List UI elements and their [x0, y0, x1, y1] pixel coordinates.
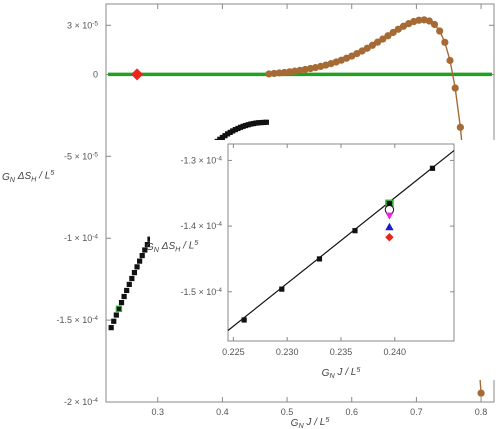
y-tick-label: -1 × 10-4 [64, 233, 98, 243]
critical-point-diamond [131, 68, 144, 81]
y-axis-label: GN ΔSH / L5 [2, 168, 55, 184]
x-tick-label: 0.5 [281, 407, 294, 417]
brown-series-point [477, 389, 485, 397]
black-series-point [147, 236, 153, 242]
inset-series-point [279, 286, 285, 292]
main-plot: 0.3 0.4 0.5 0.6 0.7 0.8 3 × 10-5 0 -5 × 10-5 -1 ×… [2, 3, 495, 429]
inset-y-axis-label: GN ΔSH / L5 [146, 238, 199, 254]
brown-series-point [379, 35, 387, 43]
black-series-point [137, 258, 143, 264]
inset-plot: 0.225 0.230 0.235 0.240 -1.3 × 10-4 -1.4 × 10… [146, 140, 495, 380]
inset-y-tick-label: -1.5 × 10-4 [180, 287, 222, 297]
inset-frame [227, 143, 455, 342]
inset-y-tick-label: -1.3 × 10-4 [180, 155, 222, 165]
brown-series-point [456, 123, 464, 131]
black-series-point [111, 318, 117, 324]
brown-series-point [415, 16, 423, 24]
inset-x-tick-label: 0.235 [330, 347, 353, 357]
brown-series-point [275, 69, 283, 77]
inset-series-point [316, 256, 323, 262]
y-tick-label: -5 × 10-5 [64, 151, 98, 161]
black-series-point [115, 305, 123, 313]
y-tick-label: -2 × 10-4 [64, 397, 98, 407]
inset-series-point [241, 317, 247, 323]
inset-magenta-triangle [385, 212, 394, 220]
x-tick-label: 0.7 [410, 407, 423, 417]
inset-fit-line [227, 150, 455, 331]
inset-blue-triangle [385, 222, 394, 231]
x-tick-label: 0.3 [151, 407, 164, 417]
black-series-point [131, 270, 138, 276]
brown-series-point [436, 27, 444, 35]
black-series-point [108, 325, 114, 331]
x-tick-label: 0.4 [216, 407, 229, 417]
brown-series-point [270, 69, 278, 78]
inset-series-point [352, 228, 358, 234]
brown-series-point [430, 20, 439, 29]
brown-series-point [441, 38, 449, 46]
brown-series-point [446, 56, 454, 65]
black-series-point [126, 281, 132, 288]
black-series-point [113, 312, 119, 318]
brown-series-point [374, 38, 382, 46]
x-tick-label: 0.8 [475, 407, 488, 417]
black-series-point [118, 299, 125, 306]
black-series-point [124, 287, 130, 294]
inset-red-diamond [385, 233, 394, 242]
brown-series-point [265, 70, 273, 78]
x-tick-label: 0.6 [345, 407, 358, 417]
y-tick-label: -1.5 × 10-4 [56, 315, 98, 325]
brown-series-point [425, 17, 433, 25]
brown-series-point [451, 84, 459, 92]
inset-x-tick-label: 0.225 [222, 347, 245, 357]
inset-x-tick-label: 0.240 [384, 347, 407, 357]
black-series-point [134, 264, 140, 270]
black-series-point [142, 247, 148, 253]
brown-series-point [384, 32, 392, 40]
brown-series-point [368, 41, 377, 49]
inset-series-point [429, 165, 436, 171]
inset-x-axis-label: GN J / L5 [322, 365, 362, 380]
inset-x-tick-label: 0.230 [276, 347, 299, 357]
x-axis-label: GN J / L5 [291, 415, 331, 429]
black-series-point [129, 275, 135, 282]
brown-series-point [389, 28, 397, 37]
black-series-point [121, 293, 127, 300]
y-tick-label: 0 [93, 69, 98, 79]
y-tick-label: 3 × 10-5 [67, 20, 98, 30]
black-series-point [139, 252, 145, 259]
inset-y-tick-label: -1.4 × 10-4 [180, 221, 222, 231]
black-series-point [144, 242, 150, 248]
black-series-point [263, 119, 269, 125]
